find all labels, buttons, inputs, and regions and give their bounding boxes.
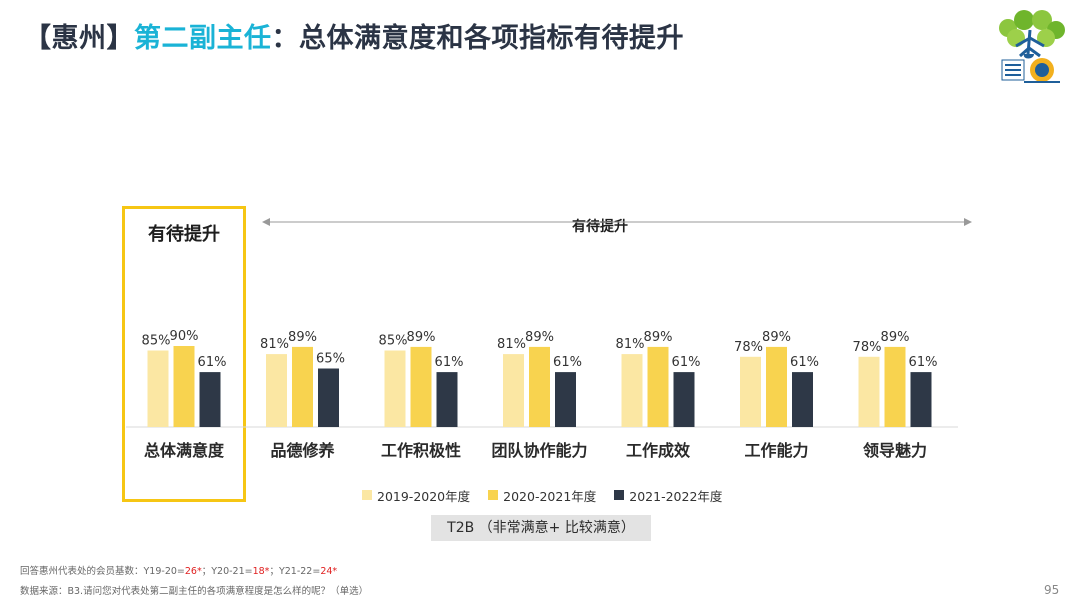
- data-label: 85%: [142, 334, 171, 349]
- title-region: 【惠州】: [24, 23, 134, 54]
- bar: [266, 354, 287, 427]
- legend-label-series-2: 2020-2021年度: [503, 488, 597, 504]
- range-arrow: [262, 218, 972, 226]
- category-label: 领导魅力: [863, 441, 927, 460]
- bar: [910, 372, 932, 427]
- bar: [555, 372, 576, 427]
- data-label: 89%: [762, 330, 791, 345]
- organization-logo: [999, 10, 1065, 83]
- bar: [647, 346, 669, 427]
- data-label: 78%: [853, 340, 882, 355]
- data-label: 81%: [260, 337, 289, 352]
- bar: [792, 372, 813, 427]
- bar: [173, 346, 195, 427]
- data-label: 85%: [379, 334, 408, 349]
- bar: [503, 354, 524, 427]
- data-label: 65%: [316, 352, 345, 367]
- bar: [318, 368, 339, 427]
- bar: [384, 350, 406, 427]
- data-label: 61%: [553, 355, 582, 370]
- data-label: 78%: [734, 340, 763, 355]
- data-label: 61%: [435, 355, 464, 370]
- bar: [740, 356, 761, 427]
- title-rest: ：总体满意度和各项指标有待提升: [271, 23, 684, 54]
- bar: [147, 350, 169, 427]
- legend-label-series-1: 2019-2020年度: [377, 488, 471, 504]
- category-label: 工作能力: [744, 441, 808, 460]
- data-label: 89%: [288, 330, 317, 345]
- footnote-base-v2: 18*: [252, 566, 270, 577]
- highlight-box: [122, 206, 246, 502]
- data-label: 89%: [525, 330, 554, 345]
- footnote-base: 回答惠州代表处的会员基数：Y19-20=26*；Y20-21=18*；Y21-2…: [20, 563, 337, 577]
- data-label: 61%: [198, 355, 227, 370]
- category-label: 品德修养: [270, 441, 335, 460]
- page-number: 95: [1044, 583, 1060, 597]
- data-label: 81%: [616, 337, 645, 352]
- legend-label-series-3: 2021-2022年度: [629, 488, 723, 504]
- legend-swatch-series-2: [488, 490, 499, 500]
- metric-label: T2B （非常满意+ 比较满意）: [431, 515, 651, 541]
- legend-item-series-1: 2019-2020年度: [362, 486, 470, 505]
- bar: [673, 372, 695, 427]
- data-label: 61%: [672, 355, 701, 370]
- bar: [292, 346, 313, 427]
- bar: [199, 372, 221, 427]
- footnote-base-sep2: ；Y21-22=: [269, 566, 321, 577]
- bar: [410, 346, 432, 427]
- data-label: 89%: [407, 330, 436, 345]
- data-label: 61%: [790, 355, 819, 370]
- data-label: 89%: [644, 330, 673, 345]
- category-label: 总体满意度: [144, 441, 225, 460]
- chart-legend: 2019-2020年度 2020-2021年度 2021-2022年度: [362, 486, 722, 504]
- footnote-base-v1: 26*: [184, 566, 202, 577]
- data-label: 90%: [170, 329, 199, 344]
- legend-swatch-series-1: [362, 490, 372, 500]
- data-label: 81%: [497, 337, 526, 352]
- bar: [884, 346, 906, 427]
- category-label: 工作积极性: [381, 441, 461, 460]
- range-label: 有待提升: [572, 219, 628, 235]
- bar: [436, 372, 458, 427]
- legend-item-series-3: 2021-2022年度: [614, 486, 722, 505]
- bar: [621, 354, 643, 427]
- footnote-base-v3: 24*: [320, 566, 338, 577]
- title-role: 第二副主任: [134, 23, 272, 54]
- footnote-source: 数据来源：B3.请问您对代表处第二副主任的各项满意程度是怎么样的呢？（单选）: [20, 586, 369, 597]
- category-label: 工作成效: [626, 441, 690, 460]
- data-label: 61%: [909, 355, 938, 370]
- bar: [766, 346, 787, 427]
- legend-swatch-series-3: [614, 490, 625, 500]
- data-label: 89%: [881, 330, 910, 345]
- category-label: 团队协作能力: [491, 441, 587, 460]
- footnote-base-prefix: 回答惠州代表处的会员基数：Y19-20=: [20, 566, 185, 577]
- footnote-base-sep1: ；Y20-21=: [201, 566, 253, 577]
- bar: [858, 356, 880, 427]
- bar: [529, 346, 550, 427]
- page-title: 【惠州】第二副主任：总体满意度和各项指标有待提升: [24, 16, 684, 55]
- highlight-label: 有待提升: [148, 224, 220, 245]
- legend-item-series-2: 2020-2021年度: [488, 486, 596, 505]
